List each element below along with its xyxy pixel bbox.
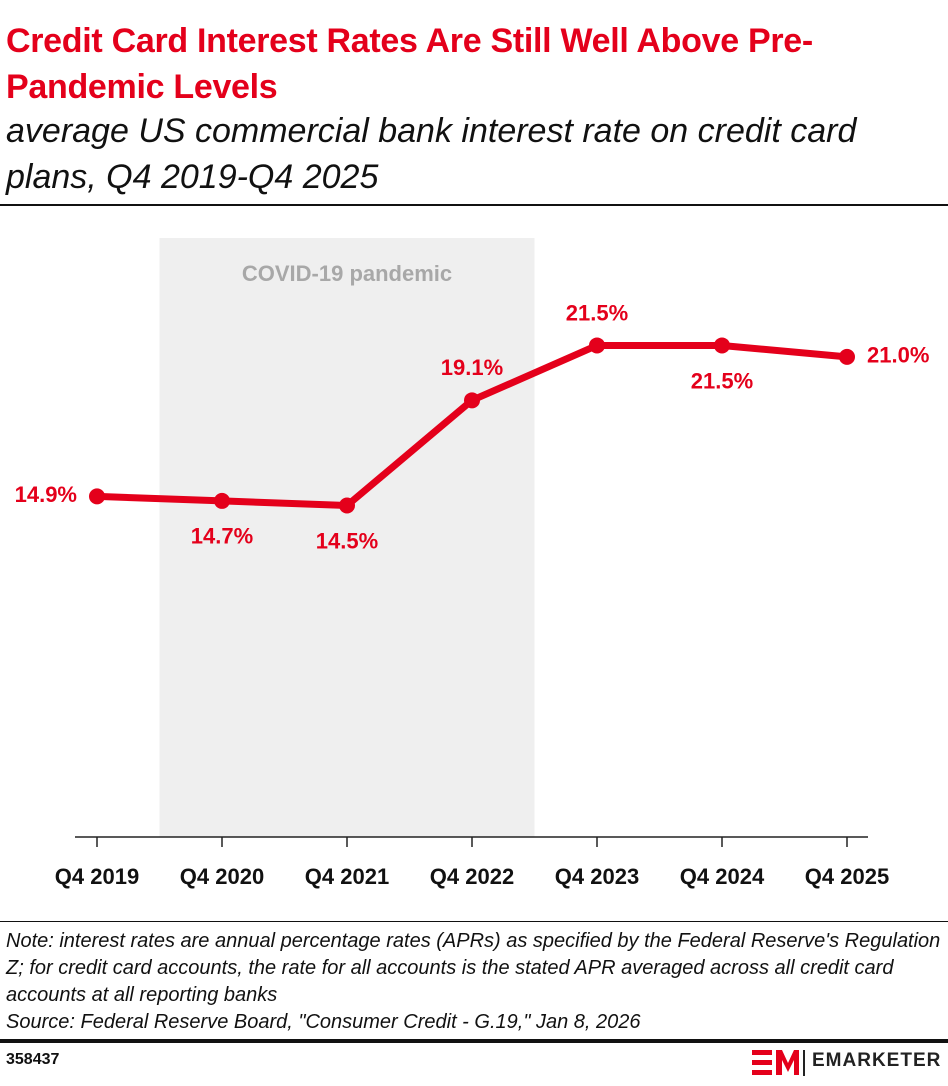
brand: EMARKETER <box>812 1050 942 1071</box>
x-tick-label: Q4 2023 <box>555 864 639 889</box>
chart-id: 358437 <box>6 1051 60 1068</box>
point <box>339 497 355 514</box>
point <box>589 337 605 354</box>
x-tick-label: Q4 2022 <box>430 864 514 889</box>
data-label: 14.9% <box>15 482 77 507</box>
x-tick-label: Q4 2019 <box>55 864 139 889</box>
source: Source: Federal Reserve Board, "Consumer… <box>6 1011 641 1033</box>
band-label: COVID-19 pandemic <box>242 261 452 286</box>
divider <box>0 1039 948 1043</box>
note: Note: interest rates are annual percenta… <box>6 930 941 1006</box>
point <box>839 348 855 365</box>
x-tick-label: Q4 2025 <box>805 864 889 889</box>
point <box>464 392 480 409</box>
x-tick-label: Q4 2020 <box>180 864 264 889</box>
data-label: 21.5% <box>691 368 753 393</box>
shaded-band <box>159 238 535 837</box>
data-label: 21.5% <box>566 300 628 325</box>
data-label: 21.0% <box>867 343 929 368</box>
data-label: 19.1% <box>441 355 503 380</box>
x-tick-label: Q4 2024 <box>680 864 765 889</box>
data-label: 14.7% <box>191 524 253 549</box>
brand-logo <box>752 1050 799 1075</box>
point <box>714 337 730 354</box>
chart-subtitle: average US commercial bank interest rate… <box>6 112 857 196</box>
brand-separator <box>803 1050 805 1076</box>
divider <box>0 921 948 922</box>
chart-title: Credit Card Interest Rates Are Still Wel… <box>6 22 813 106</box>
point <box>214 492 230 509</box>
x-tick-label: Q4 2021 <box>305 864 389 889</box>
data-label: 14.5% <box>316 528 378 553</box>
divider <box>0 204 948 206</box>
point <box>89 488 105 505</box>
